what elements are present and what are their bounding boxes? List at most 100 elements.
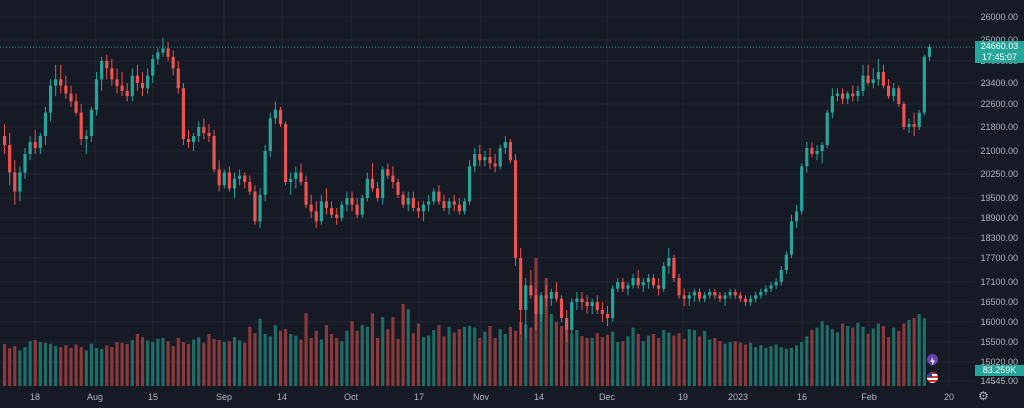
candle-body (524, 285, 528, 310)
volume-bar (570, 334, 574, 386)
volume-bar (197, 337, 201, 386)
candle-body (508, 142, 513, 161)
candle-body (672, 258, 676, 278)
candle-body (611, 288, 615, 318)
volume-bar (299, 339, 303, 386)
candle-body (360, 198, 364, 215)
candle-body (626, 285, 630, 289)
candle-body (284, 124, 288, 182)
candle-body (590, 302, 594, 306)
candle-body (605, 314, 610, 318)
volume-bar (217, 340, 221, 386)
price-axis[interactable]: 26000.0025000.0024000.0023400.0022600.00… (980, 12, 1018, 386)
candle-body (217, 169, 221, 186)
candle-body (13, 172, 17, 192)
candle-body (447, 201, 451, 208)
volume-bar (866, 334, 870, 386)
candle-body (2, 136, 7, 145)
candle-body (192, 136, 196, 142)
volume-bar (631, 327, 635, 386)
candle-body (330, 208, 334, 215)
candle-body (248, 182, 252, 192)
us-flag-icon[interactable] (927, 372, 938, 383)
volume-bar (294, 335, 298, 386)
candle-body (115, 79, 119, 86)
candle-body (84, 136, 88, 139)
candle-body (708, 292, 712, 296)
time-tick-label: 16 (797, 392, 807, 402)
candle-body (861, 75, 865, 91)
volume-bar (830, 329, 834, 386)
candle-body (421, 204, 426, 212)
volume-bar (48, 343, 53, 386)
volume-bar (146, 340, 150, 386)
candle-body (886, 85, 891, 97)
price-tick-label: 17700.00 (980, 253, 1018, 263)
candle-body (299, 172, 303, 182)
candle-body (743, 298, 748, 302)
volume-bar (176, 338, 180, 386)
volume-bar (416, 323, 421, 386)
candle-body (140, 83, 145, 89)
volume-bar (728, 342, 732, 386)
volume-bar (84, 350, 88, 386)
volume-bar (467, 326, 472, 386)
candle-body (43, 112, 48, 136)
candle-body (89, 109, 94, 136)
time-axis[interactable]: 18 Aug 15 Sep 14 Oct 17 Nov 14 Dec 19 2023 16 Feb 20 (30, 392, 954, 402)
candle-body (396, 182, 400, 195)
candle-body (667, 258, 671, 266)
time-tick-label: Dec (599, 392, 616, 402)
candle-body (692, 292, 696, 296)
candle-body (207, 133, 211, 136)
candle-body (651, 278, 656, 286)
volume-bar (682, 338, 686, 386)
candle-body (866, 75, 870, 83)
candle-body (805, 148, 809, 167)
volume-bar (917, 314, 921, 386)
candle-body (846, 93, 850, 99)
price-tick-label: 16000.00 (980, 317, 1018, 327)
candle-body (135, 75, 139, 83)
candle-body (631, 278, 635, 286)
candle-body (28, 142, 32, 155)
candle-body (54, 79, 58, 86)
time-tick-label: 19 (678, 392, 688, 402)
candle-body (892, 88, 896, 97)
candle-body (559, 298, 564, 318)
volume-bar (692, 330, 696, 386)
volume-bar (457, 329, 461, 386)
candle-body (151, 58, 155, 76)
volume-bar (54, 346, 58, 386)
time-tick-label: 18 (30, 392, 40, 402)
time-tick-label: 14 (277, 392, 287, 402)
candle-body (682, 295, 686, 299)
candle-body (687, 295, 691, 299)
candle-body (18, 172, 22, 192)
candle-body (48, 85, 53, 113)
volume-bar (626, 336, 630, 386)
candle-body (585, 302, 589, 306)
volume-bar (718, 341, 722, 386)
volume-bar (350, 321, 354, 386)
candle-body (738, 295, 742, 299)
candle-body (105, 61, 109, 69)
volume-bar (365, 326, 369, 386)
candle-body (657, 285, 661, 289)
candle-body (927, 47, 932, 57)
volume-bar (723, 343, 727, 386)
volume-bar (411, 333, 415, 386)
time-tick-label: Nov (473, 392, 490, 402)
time-tick-label: Oct (344, 392, 359, 402)
candle-body (544, 295, 548, 299)
gear-icon[interactable]: ⚙ (978, 389, 989, 403)
lightning-icon[interactable] (927, 354, 938, 366)
candle-body (595, 302, 599, 310)
volume-bar (110, 347, 114, 386)
volume-bar (202, 342, 206, 386)
time-tick-label: 14 (534, 392, 544, 402)
volume-bar (835, 332, 840, 386)
volume-bar (769, 346, 773, 386)
